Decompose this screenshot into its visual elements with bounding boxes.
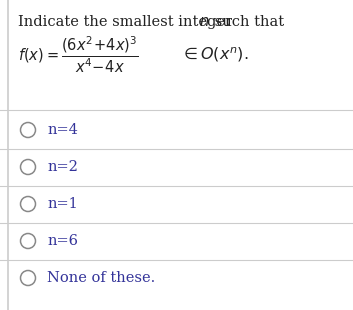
Text: n=6: n=6 <box>47 234 78 248</box>
Text: such that: such that <box>210 15 284 29</box>
Text: $n$: $n$ <box>199 15 209 29</box>
Text: $f(x) = \dfrac{(6x^2\!+\!4x)^3}{x^4\!-\!4x}$: $f(x) = \dfrac{(6x^2\!+\!4x)^3}{x^4\!-\!… <box>18 34 138 75</box>
Text: Indicate the smallest integer: Indicate the smallest integer <box>18 15 237 29</box>
Text: None of these.: None of these. <box>47 271 155 285</box>
Text: $\in O(x^n).$: $\in O(x^n).$ <box>180 46 249 64</box>
Text: n=1: n=1 <box>47 197 78 211</box>
Text: n=4: n=4 <box>47 123 78 137</box>
Text: n=2: n=2 <box>47 160 78 174</box>
